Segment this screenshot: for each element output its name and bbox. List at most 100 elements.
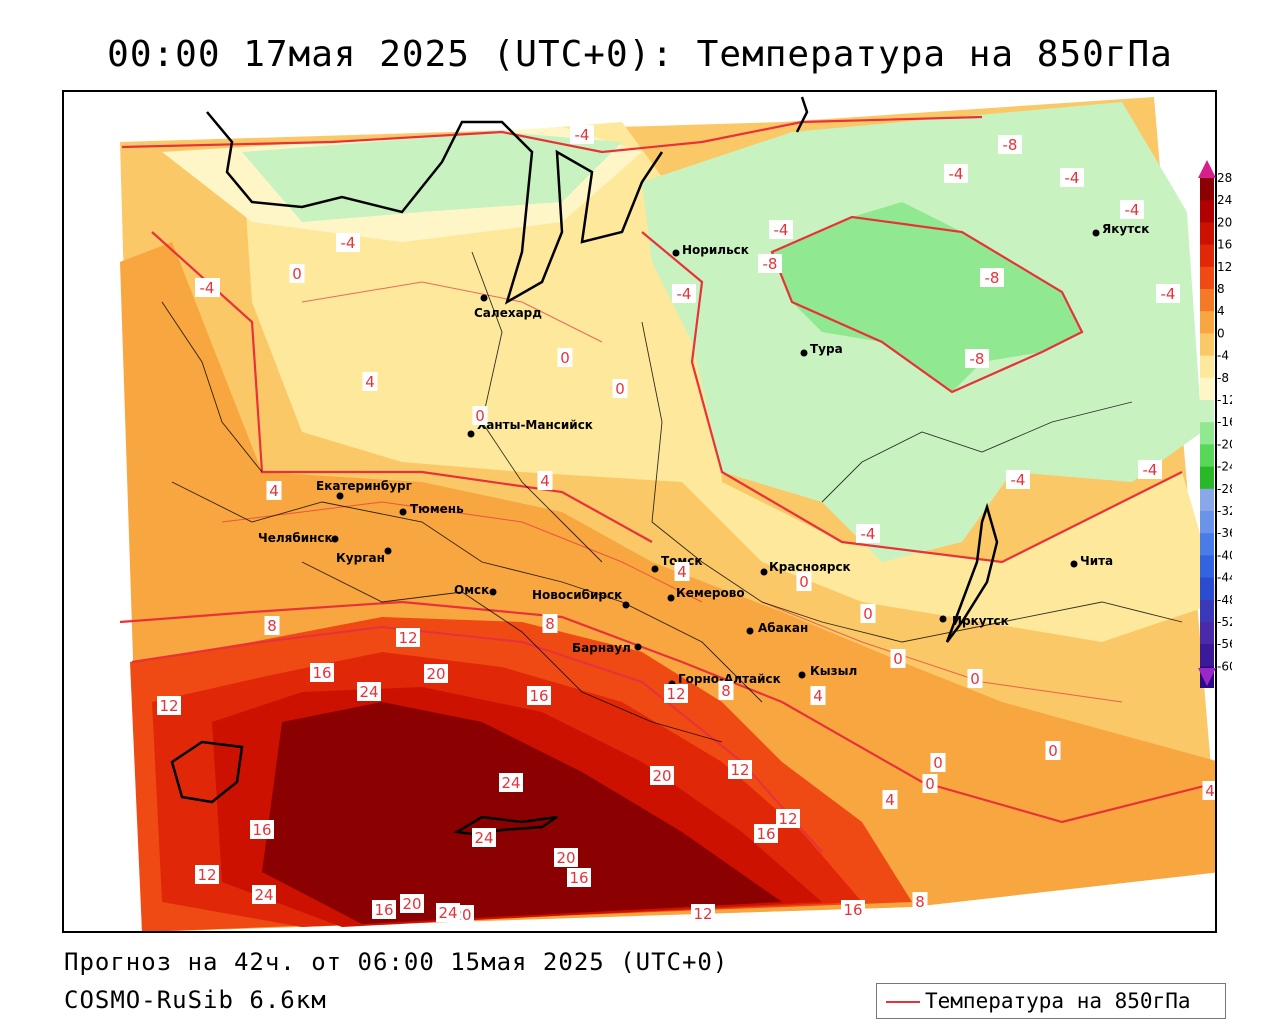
isoline-value-label: 0	[930, 753, 946, 772]
color-scale-band	[1200, 200, 1214, 223]
isoline-value-label: 0	[472, 406, 488, 425]
color-scale-tick-label: -20	[1217, 437, 1232, 451]
isoline-value-label: 16	[841, 900, 865, 919]
isoline-value-text: 4	[677, 563, 687, 581]
isoline-value-text: -4	[200, 279, 215, 297]
city-dot	[1092, 229, 1100, 237]
isoline-value-text: 0	[893, 650, 903, 668]
city-label: Норильск	[682, 243, 749, 257]
color-scale-tick-label: -60	[1217, 659, 1232, 673]
isoline-value-label: 12	[195, 865, 219, 884]
temperature-map: Норильск Якутск Салехард Тура Ханты-Манс…	[62, 90, 1217, 933]
city-dot	[622, 601, 630, 609]
city-dot	[1070, 560, 1078, 568]
isoline-value-label: 4	[537, 471, 553, 490]
city-label: Новосибирск	[532, 588, 622, 602]
isoline-value-label: 4	[810, 686, 826, 705]
color-scale-band	[1200, 311, 1214, 334]
isoline-value-text: 0	[560, 349, 570, 367]
city-dot	[399, 508, 407, 516]
isoline-value-text: 4	[885, 791, 895, 809]
city-label: Томск	[661, 554, 703, 568]
city-label: Тюмень	[410, 502, 464, 516]
legend-line-swatch	[886, 1001, 920, 1003]
isoline-value-label: 24	[357, 682, 381, 701]
city-label: Красноярск	[769, 560, 851, 574]
color-scale-band	[1200, 466, 1214, 490]
isoline-value-text: 20	[652, 767, 671, 785]
isoline-value-text: -4	[949, 165, 964, 183]
isoline-value-text: 0	[933, 754, 943, 772]
isoline-value-label: 16	[754, 824, 778, 843]
isoline-value-text: 4	[269, 482, 279, 500]
isoline-value-text: -4	[1143, 461, 1158, 479]
city-dot	[480, 294, 488, 302]
isoline-value-text: 24	[438, 904, 457, 922]
isoline-value-label: 16	[250, 820, 274, 839]
isoline-value-text: 20	[556, 849, 575, 867]
isoline-value-text: 8	[721, 682, 731, 700]
city-label: Горно-Алтайск	[678, 672, 781, 686]
color-scale-tick-label: 24	[1217, 193, 1232, 207]
isoline-value-text: 0	[475, 407, 485, 425]
city-label: Курган	[336, 551, 385, 565]
isoline-value-label: -4	[1006, 470, 1030, 489]
color-scale-ticks: 28 24 20 16 12 8 4 0 -4 -8 -12 -16 -20 -24 -28 -32 -36 -4…	[1217, 171, 1232, 673]
isoline-value-label: 0	[796, 572, 812, 591]
color-scale-bottom-arrow	[1198, 668, 1216, 686]
isoline-value-label: 20	[400, 894, 424, 913]
isoline-value-text: -4	[1065, 169, 1080, 187]
city-label: Чита	[1080, 554, 1113, 568]
color-scale-band	[1200, 577, 1214, 601]
isoline-value-text: 0	[799, 573, 809, 591]
isoline-value-label: -4	[769, 220, 793, 239]
forecast-info: Прогноз на 42ч. от 06:00 15мая 2025 (UTC…	[64, 948, 729, 976]
isoline-value-label: -4	[1138, 460, 1162, 479]
isoline-value-text: -4	[1011, 471, 1026, 489]
isoline-value-text: -8	[763, 255, 778, 273]
isoline-value-text: 24	[474, 829, 493, 847]
color-scale-tick-label: -52	[1217, 615, 1232, 629]
isoline-value-text: 4	[540, 472, 550, 490]
isoline-value-label: 4	[674, 562, 690, 581]
color-scale-band	[1200, 222, 1214, 246]
isoline-value-text: 12	[730, 761, 749, 779]
color-scale-band	[1200, 244, 1214, 268]
isoline-value-text: -4	[341, 234, 356, 252]
isolines	[119, 115, 1215, 853]
isoline-value-text: 24	[254, 886, 273, 904]
color-scale-tick-label: -24	[1217, 460, 1232, 474]
isoline-value-text: 16	[312, 664, 331, 682]
color-scale: 28 24 20 16 12 8 4 0 -4 -8 -12 -16 -20 -24 -28 -32 -36 -4…	[1198, 160, 1232, 688]
isoline-value-label: 12	[664, 684, 688, 703]
color-scale-tick-label: -16	[1217, 415, 1232, 429]
isoline-value-label: 24	[252, 885, 276, 904]
isoline-value-label: -4	[856, 524, 880, 543]
isoline-value-label: 24	[472, 828, 496, 847]
isoline-value-text: 0	[292, 265, 302, 283]
city-dot	[336, 492, 344, 500]
isoline-value-text: 20	[426, 665, 445, 683]
model-info: COSMO-RuSib 6.6км	[64, 986, 327, 1014]
color-scale-tick-label: -8	[1217, 371, 1229, 385]
hot-zone-24	[262, 702, 782, 924]
city-dot	[746, 627, 754, 635]
isoline-value-label: -4	[944, 164, 968, 183]
isoline-value-text: 16	[252, 821, 271, 839]
color-scale-tick-label: 16	[1217, 238, 1232, 252]
legend-label: Температура на 850гПа	[925, 989, 1191, 1013]
coastlines	[170, 96, 999, 836]
color-scale-band	[1200, 444, 1214, 468]
isoline-value-label: 8	[912, 892, 928, 911]
color-scale-band	[1200, 289, 1214, 312]
isoline-value-label: 20	[424, 664, 448, 683]
color-scale-band	[1200, 178, 1214, 201]
city-label: Омск	[454, 583, 489, 597]
color-scale-tick-label: 28	[1217, 171, 1232, 185]
isoline-value-label: 0	[922, 774, 938, 793]
isoline-value-label: 12	[691, 904, 715, 923]
isoline-value-label: -4	[672, 284, 696, 303]
isoline-value-text: 12	[159, 697, 178, 715]
isoline-value-text: 0	[925, 775, 935, 793]
isoline-value-label: 0	[890, 649, 906, 668]
